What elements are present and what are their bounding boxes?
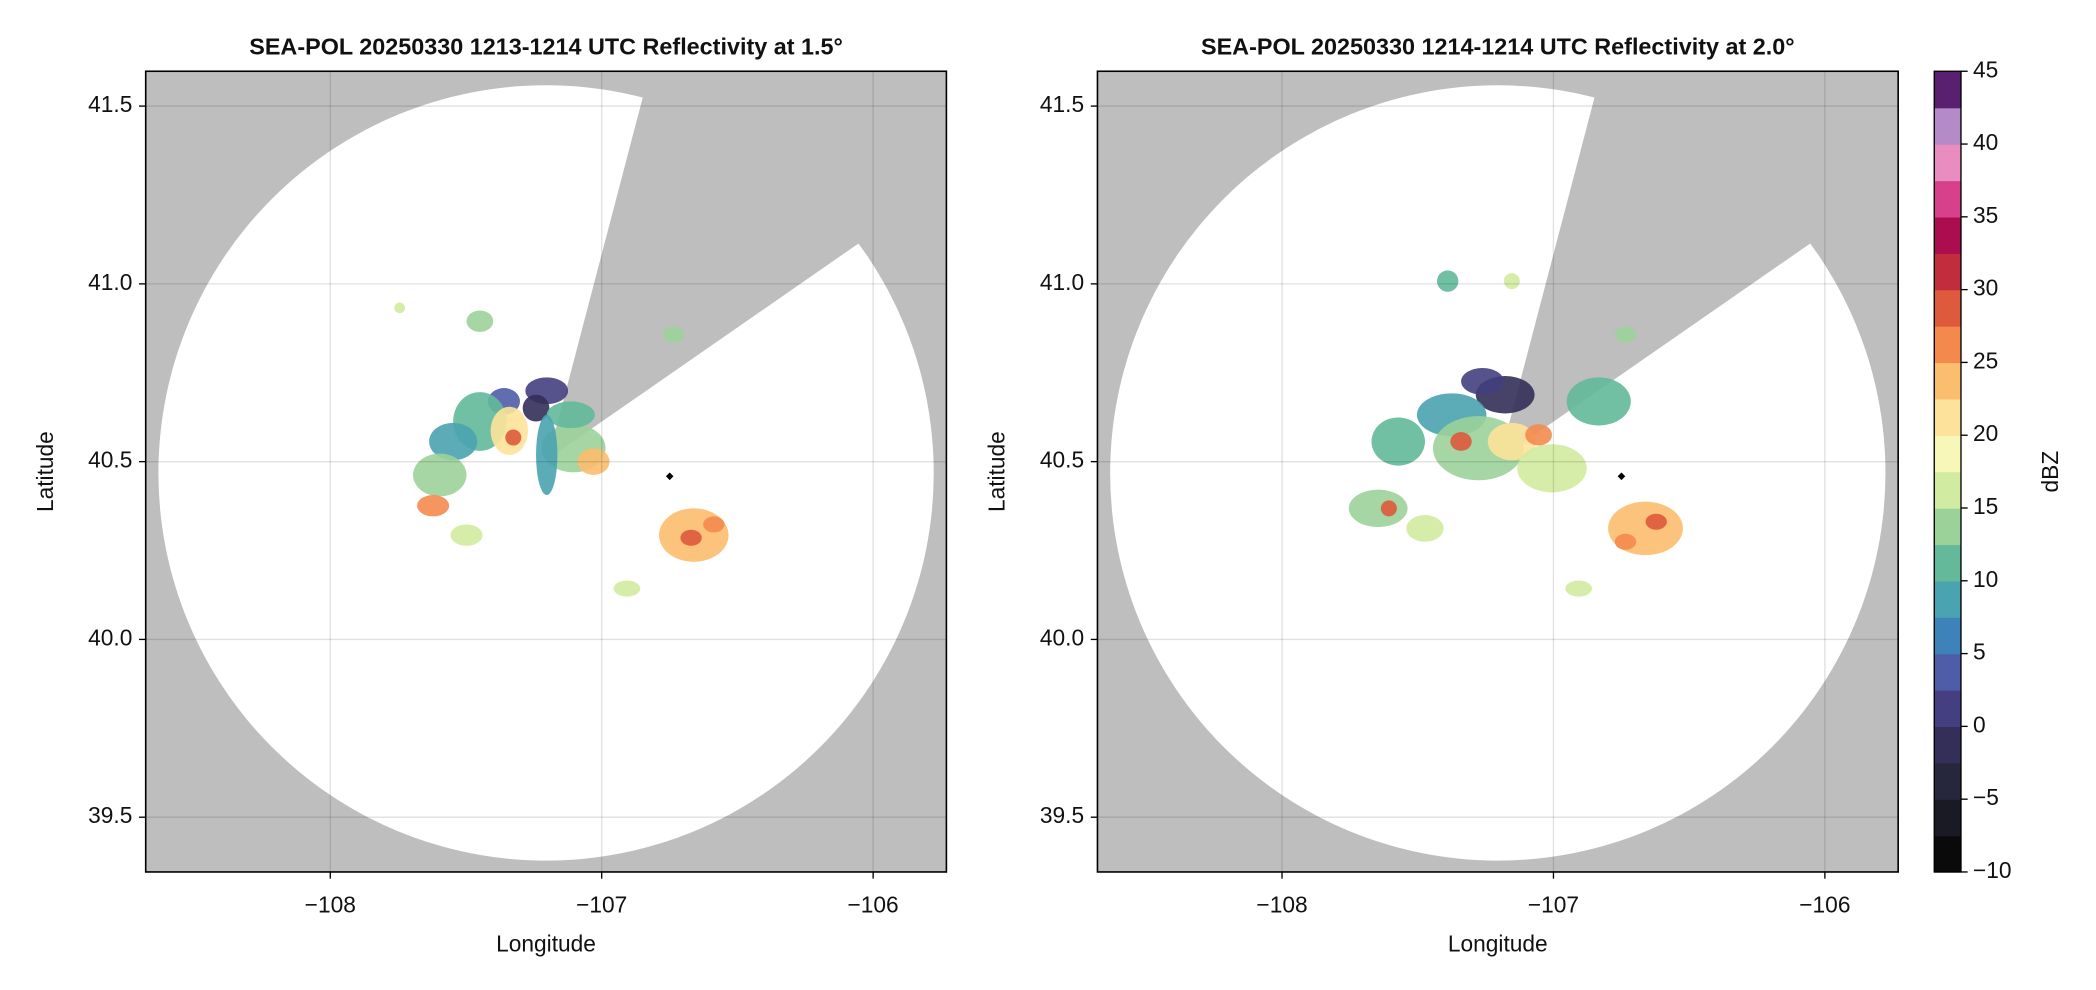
colorbar-tick-label: 40 bbox=[1973, 129, 1998, 155]
axes-frame bbox=[1096, 70, 1899, 873]
echo bbox=[1487, 422, 1536, 461]
echo bbox=[1565, 580, 1593, 597]
echo bbox=[505, 429, 522, 446]
colorbar-segment bbox=[1934, 653, 1961, 691]
colorbar-tick-label: 0 bbox=[1973, 711, 1986, 737]
echo bbox=[546, 401, 595, 429]
echo bbox=[450, 524, 483, 546]
echo bbox=[1450, 432, 1472, 451]
colorbar-segment bbox=[1934, 689, 1961, 728]
colorbar-tick-label: 5 bbox=[1973, 639, 1986, 665]
colorbar-segment bbox=[1934, 617, 1961, 655]
echo bbox=[680, 529, 702, 546]
radar-marker bbox=[665, 472, 674, 481]
x-tick-label: −107 bbox=[1528, 892, 1579, 918]
x-tick-label: −107 bbox=[576, 892, 627, 918]
y-tick-label: 39.5 bbox=[88, 802, 132, 828]
echo bbox=[1436, 270, 1459, 292]
radar-marker bbox=[1617, 472, 1626, 481]
echo bbox=[1525, 424, 1552, 446]
echo bbox=[663, 326, 685, 343]
echo bbox=[1614, 326, 1637, 343]
y-axis-label: Latitude bbox=[32, 431, 58, 512]
echo bbox=[1461, 368, 1504, 395]
echo bbox=[1566, 377, 1631, 426]
chart-title: SEA-POL 20250330 1213-1214 UTC Reflectiv… bbox=[249, 34, 843, 60]
colorbar-tick-label: 25 bbox=[1973, 347, 1998, 373]
echo bbox=[577, 448, 610, 475]
echo bbox=[429, 422, 478, 461]
y-tick-label: 39.5 bbox=[1040, 802, 1084, 828]
echo bbox=[703, 516, 725, 533]
colorbar-tick-label: 35 bbox=[1973, 202, 1998, 228]
echo bbox=[522, 394, 550, 422]
colorbar-segment bbox=[1934, 253, 1961, 291]
x-tick-label: −106 bbox=[1799, 892, 1850, 918]
y-tick-label: 40.0 bbox=[1040, 624, 1084, 650]
colorbar-label: dBZ bbox=[2037, 451, 2063, 493]
echo bbox=[466, 310, 494, 332]
echo bbox=[1406, 515, 1444, 542]
y-tick-label: 40.0 bbox=[88, 624, 132, 650]
chart-title: SEA-POL 20250330 1214-1214 UTC Reflectiv… bbox=[1201, 34, 1795, 60]
colorbar-segment bbox=[1934, 762, 1961, 800]
colorbar-tick-label: −10 bbox=[1973, 857, 2012, 883]
x-axis-label: Longitude bbox=[496, 930, 596, 956]
echo bbox=[1645, 513, 1667, 530]
blocked-sector bbox=[1499, 71, 1899, 459]
x-tick-label: −108 bbox=[1256, 892, 1307, 918]
echo bbox=[394, 302, 406, 314]
axes-frame bbox=[144, 70, 948, 873]
colorbar-segment bbox=[1934, 326, 1961, 364]
y-axis-label: Latitude bbox=[984, 431, 1010, 512]
x-axis-label: Longitude bbox=[1448, 930, 1548, 956]
colorbar-tick-label: 15 bbox=[1973, 493, 1998, 519]
blocked-sector bbox=[548, 71, 947, 459]
colorbar-segment bbox=[1934, 580, 1961, 618]
y-tick-label: 41.0 bbox=[1040, 269, 1084, 295]
echo bbox=[536, 414, 558, 495]
colorbar-tick-label: 45 bbox=[1973, 56, 1998, 82]
colorbar-tick-label: −5 bbox=[1973, 784, 1999, 810]
echo bbox=[1380, 500, 1397, 517]
colorbar-segment bbox=[1934, 71, 1961, 109]
echo bbox=[413, 453, 467, 497]
plot-area bbox=[145, 71, 947, 872]
colorbar-segment bbox=[1934, 435, 1961, 473]
echo bbox=[1614, 533, 1637, 550]
colorbar-segment bbox=[1934, 799, 1961, 837]
colorbar-tick-label: 20 bbox=[1973, 420, 1998, 446]
colorbar-tick-label: 30 bbox=[1973, 275, 1998, 301]
colorbar-segment bbox=[1934, 180, 1961, 218]
y-tick-label: 40.5 bbox=[88, 447, 132, 473]
y-tick-label: 40.5 bbox=[1040, 447, 1084, 473]
y-tick-label: 41.0 bbox=[88, 269, 132, 295]
colorbar-tick-label: 10 bbox=[1973, 566, 1998, 592]
colorbar-segment bbox=[1934, 107, 1961, 145]
colorbar-segment bbox=[1934, 289, 1961, 327]
colorbar-segment bbox=[1934, 144, 1961, 182]
echo bbox=[1348, 489, 1408, 528]
colorbar-segment bbox=[1934, 471, 1961, 509]
y-tick-label: 41.5 bbox=[88, 91, 132, 117]
plot-area bbox=[1097, 71, 1899, 872]
x-tick-label: −106 bbox=[848, 892, 899, 918]
x-tick-label: −108 bbox=[305, 892, 356, 918]
echo bbox=[417, 495, 450, 517]
colorbar-segment bbox=[1934, 508, 1961, 546]
colorbar-segment bbox=[1934, 726, 1961, 764]
colorbar-segment bbox=[1934, 835, 1961, 873]
colorbar-segment bbox=[1934, 362, 1961, 400]
echo bbox=[1503, 273, 1520, 290]
echo bbox=[613, 580, 641, 597]
colorbar-segment bbox=[1934, 216, 1961, 254]
y-tick-label: 41.5 bbox=[1040, 91, 1084, 117]
echo bbox=[1517, 444, 1587, 493]
colorbar-segment bbox=[1934, 544, 1961, 582]
colorbar-segment bbox=[1934, 398, 1961, 436]
echo bbox=[1371, 417, 1425, 466]
colorbar-frame bbox=[1933, 70, 1962, 873]
